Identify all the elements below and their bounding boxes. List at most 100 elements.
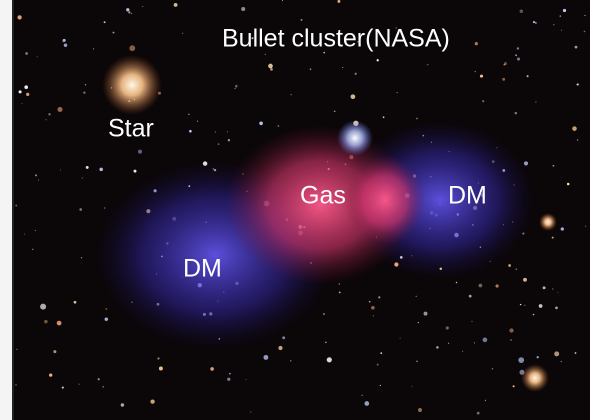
star-dot [181, 32, 184, 34]
star-dot [85, 165, 89, 169]
star-dot [566, 182, 570, 186]
label: Gas [300, 182, 346, 210]
star-dot [80, 257, 83, 259]
star-dot [245, 379, 247, 381]
star-dot [16, 348, 18, 350]
star-dot [333, 110, 336, 113]
star-dot [56, 320, 62, 326]
star-dot [574, 352, 577, 354]
star-dot [120, 403, 125, 407]
star-dot [158, 366, 163, 371]
star-dot [376, 363, 379, 366]
star-dot [227, 377, 231, 381]
star-dot [538, 304, 543, 308]
star-dot [34, 174, 38, 177]
star-dot [112, 31, 115, 34]
star-dot [542, 286, 546, 290]
star-dot [338, 283, 340, 285]
star-dot [371, 306, 375, 310]
star-dot [325, 341, 327, 344]
star-dot [516, 57, 521, 61]
star-dot [15, 384, 17, 386]
star-dot [18, 90, 22, 94]
star-dot [84, 84, 87, 86]
star-dot [290, 94, 292, 96]
star-dot [503, 64, 505, 66]
star-dot [584, 225, 587, 227]
star-dot [523, 277, 527, 282]
star-dot [36, 56, 38, 58]
star-dot [270, 68, 273, 71]
star-dot [61, 386, 64, 389]
star-dot [554, 351, 560, 357]
star-dot [411, 385, 413, 387]
star-dot [436, 346, 439, 349]
star-dot [479, 74, 484, 78]
star-dot [357, 41, 359, 43]
star-dot [188, 113, 190, 115]
star-dot [173, 2, 178, 7]
star-dot [551, 236, 554, 239]
star-dot [495, 284, 499, 288]
star-dot [361, 394, 363, 396]
star-dot [474, 70, 476, 73]
star-dot [25, 52, 28, 55]
star-dot [576, 83, 579, 86]
star-dot [59, 169, 62, 171]
star-dot [519, 9, 524, 13]
star-dot [508, 264, 511, 267]
star-dot [468, 294, 472, 298]
star-dot [476, 411, 480, 415]
star-dot [217, 143, 220, 145]
star-dot [278, 345, 283, 351]
star-dot [416, 117, 418, 120]
star-dot [519, 303, 522, 306]
star-dot [535, 101, 537, 103]
star-dot [350, 94, 356, 100]
star-dot [502, 77, 506, 81]
star-dot [473, 342, 475, 344]
star-dot [268, 63, 273, 69]
left-strip [0, 0, 12, 420]
star-dot [226, 131, 228, 133]
star-dot [79, 208, 83, 211]
star-dot [557, 291, 559, 294]
star-dot [62, 41, 64, 43]
star-dot [322, 313, 325, 315]
star-dot [509, 328, 514, 333]
star-dot [379, 384, 381, 386]
star-dot [23, 233, 25, 235]
star-dot [259, 121, 263, 126]
star-dot [103, 21, 106, 24]
divider [12, 0, 14, 420]
star-dot [372, 315, 374, 317]
star-dot [552, 164, 555, 167]
star-dot [415, 295, 417, 297]
star-dot [555, 306, 558, 310]
star-dot [189, 129, 192, 133]
star-dot [418, 408, 422, 412]
star-dot [560, 227, 564, 231]
star-dot [532, 313, 535, 316]
star-dot [157, 357, 160, 360]
star-dot [235, 84, 238, 88]
star-dot [510, 339, 512, 341]
star-dot [342, 66, 344, 69]
star-dot [524, 304, 526, 306]
star-dot [78, 383, 80, 385]
star-dot [150, 399, 155, 404]
star-dot [277, 125, 280, 127]
star-dot [583, 30, 586, 33]
star-dot [512, 385, 515, 388]
star-dot [536, 356, 539, 359]
star-dot [38, 179, 39, 181]
star-dot [423, 311, 428, 316]
star-dot [263, 354, 269, 360]
star-dot [251, 37, 254, 40]
star-dot [281, 0, 284, 2]
star-dot [250, 411, 252, 413]
star-dot [326, 357, 332, 363]
star-dot [378, 296, 381, 299]
title: Bullet cluster(NASA) [222, 25, 450, 53]
